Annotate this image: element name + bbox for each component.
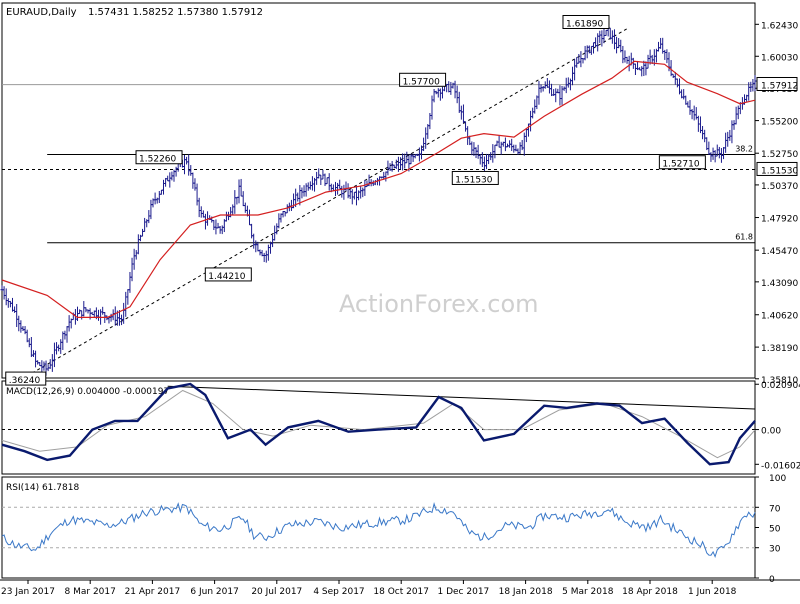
price-annotation-label: 1.57700 [403,77,440,87]
support-price-label: 1.51530 [761,166,798,176]
price-annotation-label: 1.52710 [662,160,699,170]
price-annotation-box [658,155,706,170]
macd-line [1,382,756,466]
time-axis-label: 18 Jan 2018 [499,587,553,597]
time-axis-label: 4 Sep 2017 [313,587,364,597]
rsi-axis-label: 50 [769,525,781,535]
price-axis-label: 1.40620 [761,312,798,322]
price-annotation-box [562,14,610,29]
time-axis-label: 1 Dec 2017 [438,587,490,597]
moving-average-line [1,60,756,318]
macd-axis-label: 0.020904 [761,381,800,391]
macd-trendline [167,385,756,410]
rsi-title: RSI(14) 61.7818 [6,483,79,493]
price-annotation-label: 1.52260 [139,155,176,165]
time-axis-label: 21 Apr 2017 [125,587,181,597]
macd-axis-label: -0.016023 [761,461,800,471]
time-axis-label: 1 Jun 2018 [688,587,737,597]
price-axis-label: 1.43090 [761,279,798,289]
fib-level-label: 38.2 [735,145,753,154]
price-annotation-label: .36240 [9,376,41,386]
time-axis-label: 8 Mar 2017 [65,587,116,597]
price-axis-label: 1.62430 [761,21,798,31]
price-annotation-box [451,170,499,185]
price-axis-label: 1.45470 [761,247,798,257]
rsi-axis-label: 70 [769,504,781,514]
time-axis-label: 20 Jul 2017 [251,587,302,597]
price-axis-label: 1.60030 [761,53,798,63]
price-annotation-label: 1.44210 [208,272,245,282]
ohlc-label: 1.57431 1.58252 1.57380 1.57912 [88,7,263,18]
ohlc-bars [0,26,757,376]
macd-title: MACD(12,26,9) 0.004000 -0.000197 [6,387,169,397]
rsi-line [1,501,756,559]
price-annotation-box [135,150,183,165]
time-axis-label: 18 Oct 2017 [373,587,429,597]
price-annotation-label: 1.51530 [455,175,492,185]
symbol-label: EURAUD,Daily [6,7,77,18]
price-axis-label: 1.50370 [761,182,798,192]
price-axis-label: 1.38190 [761,344,798,354]
last-price-label: 1.57912 [761,81,798,91]
price-axis-label: 1.35810 [761,376,798,386]
price-annotation-box [204,267,252,282]
time-axis-label: 23 Jan 2017 [1,587,55,597]
price-axis-label: 1.52750 [761,150,798,160]
rsi-axis-label: 30 [769,545,781,555]
time-axis-label: 18 Apr 2018 [622,587,678,597]
rsi-axis-label: 0 [769,575,775,585]
price-axis-label: 1.55200 [761,118,798,128]
watermark: ActionForex.com [339,290,539,318]
support-price-tag [756,161,798,176]
macd-axis-label: 0.00 [761,427,781,437]
last-price-tag [756,76,798,91]
fib-level-label: 61.8 [735,233,753,242]
time-axis-label: 5 Mar 2018 [562,587,614,597]
rsi-axis-label: 100 [769,474,786,484]
price-axis-label: 1.47920 [761,215,798,225]
price-annotation-box [399,72,447,87]
time-axis-label: 6 Jun 2017 [190,587,238,597]
rsi-panel-frame [1,476,756,579]
price-annotation-label: 1.61890 [566,19,603,29]
price-trendline [31,28,628,374]
price-annotation-box [5,371,47,386]
